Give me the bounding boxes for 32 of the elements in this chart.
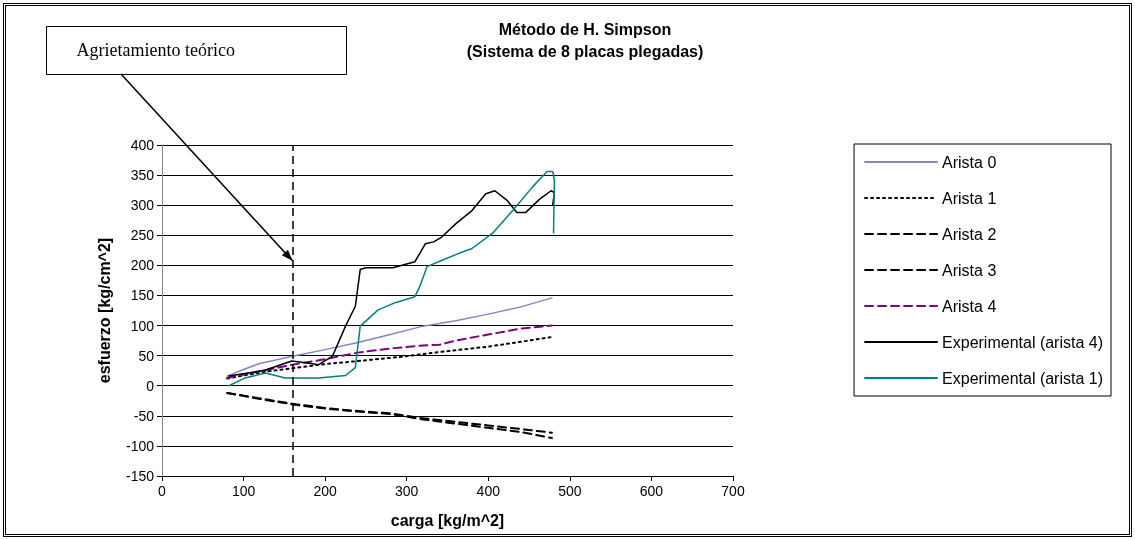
chart-title: Método de H. Simpson (498, 20, 672, 38)
legend-label: Experimental (arista 4) (942, 333, 1104, 351)
y-tick-label: 0 (146, 377, 155, 394)
x-axis-title: carga [kg/m^2] (390, 511, 505, 529)
x-tick-label: 500 (558, 483, 582, 499)
y-tick-label: 400 (130, 137, 155, 153)
legend-label: Arista 1 (942, 189, 997, 207)
legend-label: Arista 3 (942, 261, 997, 279)
x-tick-label: 200 (313, 483, 338, 499)
legend-label: Arista 4 (942, 297, 997, 315)
y-tick-label: 50 (138, 347, 155, 364)
y-tick-label: 300 (130, 197, 155, 214)
text: Agrietamiento teórico (76, 39, 235, 60)
y-axis-title: esfuerzo [kg/cm^2] (95, 237, 113, 384)
x-tick-label: 0 (158, 483, 167, 499)
y-tick-label: 250 (130, 227, 155, 244)
x-tick-label: 700 (721, 483, 745, 499)
x-tick-label: 400 (476, 483, 501, 499)
legend-label: Arista 2 (942, 225, 997, 243)
chart-subtitle: (Sistema de 8 placas plegadas) (466, 42, 704, 60)
y-tick-label: -100 (125, 437, 155, 454)
x-tick-label: 100 (231, 483, 256, 499)
y-tick-label: -50 (133, 407, 155, 424)
y-tick-label: 150 (130, 287, 155, 304)
y-tick-label: 200 (130, 257, 155, 274)
legend-label: Experimental (arista 1) (942, 369, 1104, 387)
y-tick-label: 350 (130, 167, 155, 184)
x-tick-label: 300 (395, 483, 419, 499)
x-tick-label: 600 (639, 483, 664, 499)
y-tick-label: 100 (130, 317, 155, 334)
legend-label: Arista 0 (942, 153, 997, 171)
y-tick-label: -150 (125, 468, 155, 484)
